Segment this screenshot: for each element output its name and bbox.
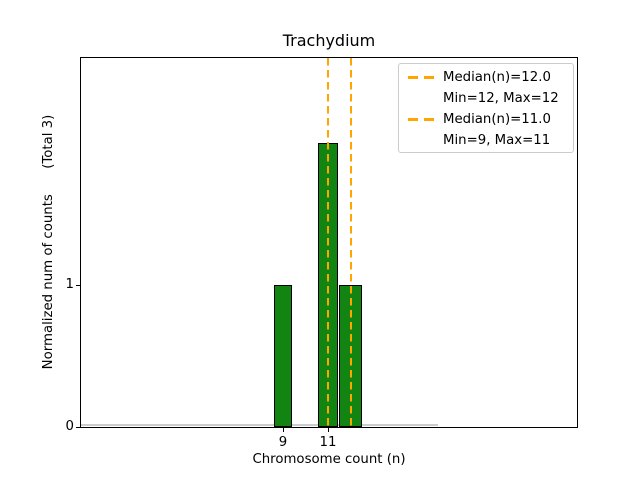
y-tick-mark: [76, 427, 80, 428]
y-tick-label: 1: [65, 277, 74, 292]
legend-marker-spacer: [408, 139, 434, 142]
legend-label: Min=12, Max=12: [443, 90, 559, 106]
legend-item: Median(n)=12.0: [408, 67, 567, 88]
legend-label: Median(n)=12.0: [443, 69, 551, 85]
chart-title: Trachydium: [282, 31, 376, 50]
legend: Median(n)=12.0 Min=12, Max=12 Median(n)=…: [398, 63, 574, 153]
legend-item: Min=12, Max=12: [408, 88, 567, 109]
legend-item: Median(n)=11.0: [408, 109, 567, 130]
x-tick-label: 9: [278, 435, 288, 450]
x-tick-label: 11: [319, 435, 337, 450]
y-tick-label: 0: [65, 419, 74, 434]
x-axis-label: Chromosome count (n): [252, 452, 406, 467]
x-tick-mark: [283, 428, 284, 432]
x-tick-mark: [328, 428, 329, 432]
y-tick-mark: [76, 285, 80, 286]
dashed-line-icon: [408, 76, 434, 79]
legend-marker-spacer: [408, 97, 434, 100]
legend-label: Min=9, Max=11: [443, 132, 551, 148]
baseline-artifact-line: [81, 424, 438, 426]
dashed-line-icon: [408, 118, 434, 121]
legend-item: Min=9, Max=11: [408, 130, 567, 151]
legend-label: Median(n)=11.0: [443, 111, 551, 127]
